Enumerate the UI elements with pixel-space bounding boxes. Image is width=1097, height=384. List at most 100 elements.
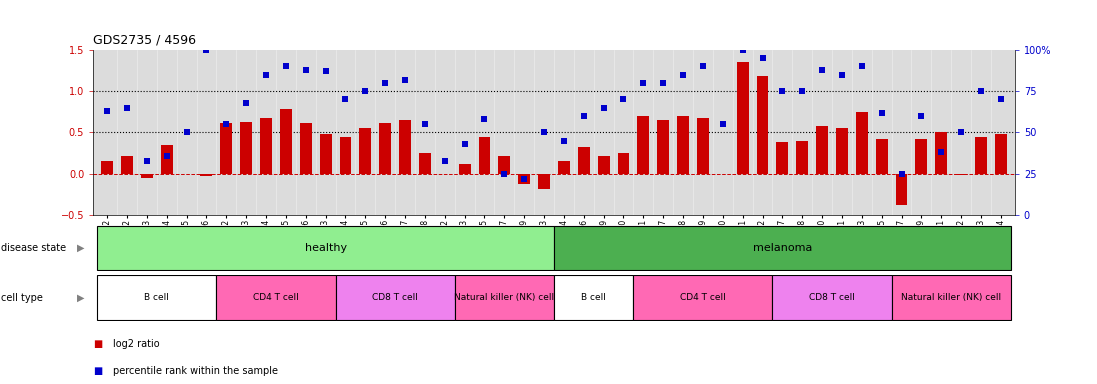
Bar	[498, 156, 510, 174]
Text: melanoma: melanoma	[753, 243, 812, 253]
Bar	[299, 122, 312, 174]
Point	[237, 100, 255, 106]
Bar	[399, 120, 411, 174]
Point	[595, 105, 612, 111]
Point	[813, 67, 830, 73]
Text: ▶: ▶	[77, 243, 84, 253]
Point	[416, 121, 433, 127]
Point	[456, 141, 474, 147]
Bar	[454, 275, 554, 320]
Text: ▶: ▶	[77, 293, 84, 303]
Bar	[161, 145, 172, 174]
Text: GDS2735 / 4596: GDS2735 / 4596	[93, 33, 196, 46]
Bar	[737, 62, 748, 174]
Point	[793, 88, 811, 94]
Bar	[101, 161, 113, 174]
Point	[178, 129, 195, 136]
Point	[217, 121, 235, 127]
Bar	[336, 275, 454, 320]
Bar	[892, 275, 1010, 320]
Point	[655, 80, 672, 86]
Point	[138, 157, 156, 164]
Point	[436, 157, 453, 164]
Bar	[240, 122, 252, 174]
Bar	[201, 174, 213, 176]
Point	[773, 88, 791, 94]
Text: ■: ■	[93, 366, 102, 376]
Bar	[518, 174, 530, 184]
Text: B cell: B cell	[145, 293, 169, 302]
Point	[197, 47, 215, 53]
Bar	[618, 153, 630, 174]
Bar	[772, 275, 892, 320]
Point	[516, 175, 533, 182]
Text: log2 ratio: log2 ratio	[113, 339, 160, 349]
Bar	[657, 120, 669, 174]
Bar	[260, 118, 272, 174]
Bar	[478, 137, 490, 174]
Point	[714, 121, 732, 127]
Bar	[578, 147, 590, 174]
Bar	[955, 174, 968, 175]
Bar	[216, 275, 336, 320]
Point	[297, 67, 315, 73]
Point	[158, 152, 176, 159]
Point	[257, 72, 274, 78]
Point	[496, 170, 513, 177]
Point	[376, 80, 394, 86]
Point	[357, 88, 374, 94]
Text: B cell: B cell	[581, 293, 607, 302]
Bar	[140, 174, 152, 178]
Bar	[875, 139, 887, 174]
Bar	[697, 118, 709, 174]
Point	[972, 88, 989, 94]
Bar	[280, 109, 292, 174]
Point	[833, 72, 850, 78]
Bar	[598, 156, 610, 174]
Bar	[539, 174, 550, 189]
Bar	[220, 122, 233, 174]
Point	[754, 55, 771, 61]
Bar	[419, 153, 431, 174]
Bar	[777, 142, 789, 174]
Bar	[836, 128, 848, 174]
Bar	[915, 139, 927, 174]
Text: CD8 T cell: CD8 T cell	[372, 293, 418, 302]
Bar	[995, 134, 1007, 174]
Text: CD4 T cell: CD4 T cell	[680, 293, 726, 302]
Point	[476, 116, 494, 122]
Point	[853, 63, 871, 70]
Point	[634, 80, 652, 86]
Point	[734, 47, 751, 53]
Point	[555, 138, 573, 144]
Point	[893, 170, 911, 177]
Bar	[895, 174, 907, 205]
Point	[913, 113, 930, 119]
Text: Natural killer (NK) cell: Natural killer (NK) cell	[454, 293, 554, 302]
Point	[118, 105, 136, 111]
Bar	[975, 137, 987, 174]
Bar	[936, 132, 947, 174]
Bar	[856, 112, 868, 174]
Bar	[380, 122, 392, 174]
Text: disease state: disease state	[1, 243, 66, 253]
Bar	[677, 116, 689, 174]
Bar	[319, 134, 331, 174]
Text: CD8 T cell: CD8 T cell	[810, 293, 855, 302]
Point	[873, 109, 891, 116]
Point	[575, 113, 592, 119]
Bar	[637, 116, 649, 174]
Bar	[633, 275, 772, 320]
Text: healthy: healthy	[305, 243, 347, 253]
Bar	[554, 225, 1010, 270]
Bar	[816, 126, 828, 174]
Bar	[554, 275, 633, 320]
Text: cell type: cell type	[1, 293, 43, 303]
Bar	[558, 161, 569, 174]
Point	[932, 149, 950, 156]
Point	[952, 129, 970, 136]
Point	[337, 96, 354, 103]
Text: percentile rank within the sample: percentile rank within the sample	[113, 366, 278, 376]
Text: CD4 T cell: CD4 T cell	[253, 293, 298, 302]
Bar	[757, 76, 769, 174]
